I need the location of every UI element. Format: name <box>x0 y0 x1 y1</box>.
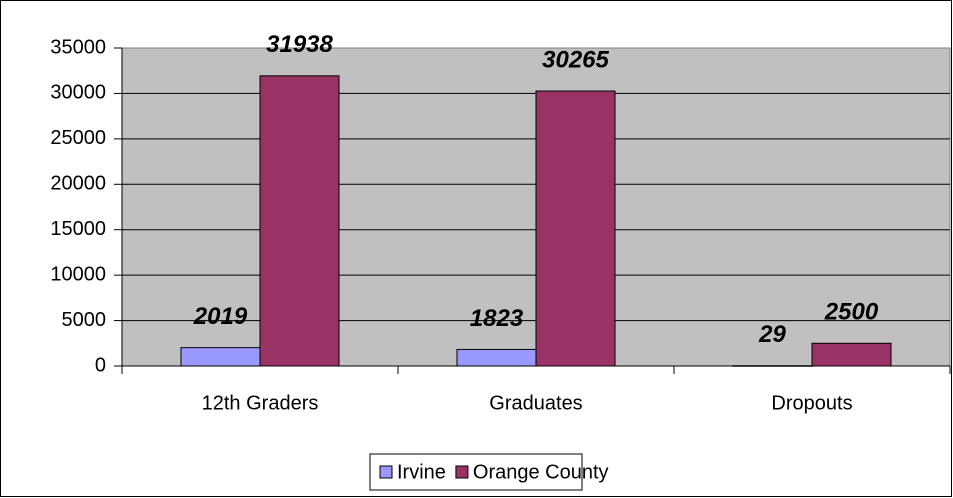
bar <box>259 75 340 367</box>
value-label: 2019 <box>193 303 248 330</box>
value-label: 29 <box>758 321 786 348</box>
bar <box>732 365 813 367</box>
bar <box>456 348 537 367</box>
y-tick-label: 35000 <box>50 36 106 58</box>
x-tick-label: Graduates <box>489 392 582 414</box>
y-tick-label: 30000 <box>50 82 106 104</box>
legend-swatch <box>455 465 469 479</box>
legend-label: Orange County <box>473 461 609 483</box>
value-label: 2500 <box>824 299 879 326</box>
y-tick-label: 25000 <box>50 127 106 149</box>
legend-box <box>369 453 583 491</box>
y-tick-label: 20000 <box>50 173 106 195</box>
legend-label: Irvine <box>397 461 446 483</box>
bar <box>180 347 261 367</box>
value-label: 31938 <box>266 31 333 58</box>
legend-swatch <box>379 465 393 479</box>
y-tick-label: 15000 <box>50 218 106 240</box>
x-tick-label: 12th Graders <box>202 392 319 414</box>
value-label: 1823 <box>470 305 524 332</box>
bar <box>535 90 616 367</box>
x-tick-label: Dropouts <box>771 392 852 414</box>
bar <box>811 342 892 367</box>
value-label: 30265 <box>542 46 609 73</box>
y-tick-label: 5000 <box>62 309 107 331</box>
y-tick-label: 0 <box>95 354 106 376</box>
y-tick-label: 10000 <box>50 263 106 285</box>
